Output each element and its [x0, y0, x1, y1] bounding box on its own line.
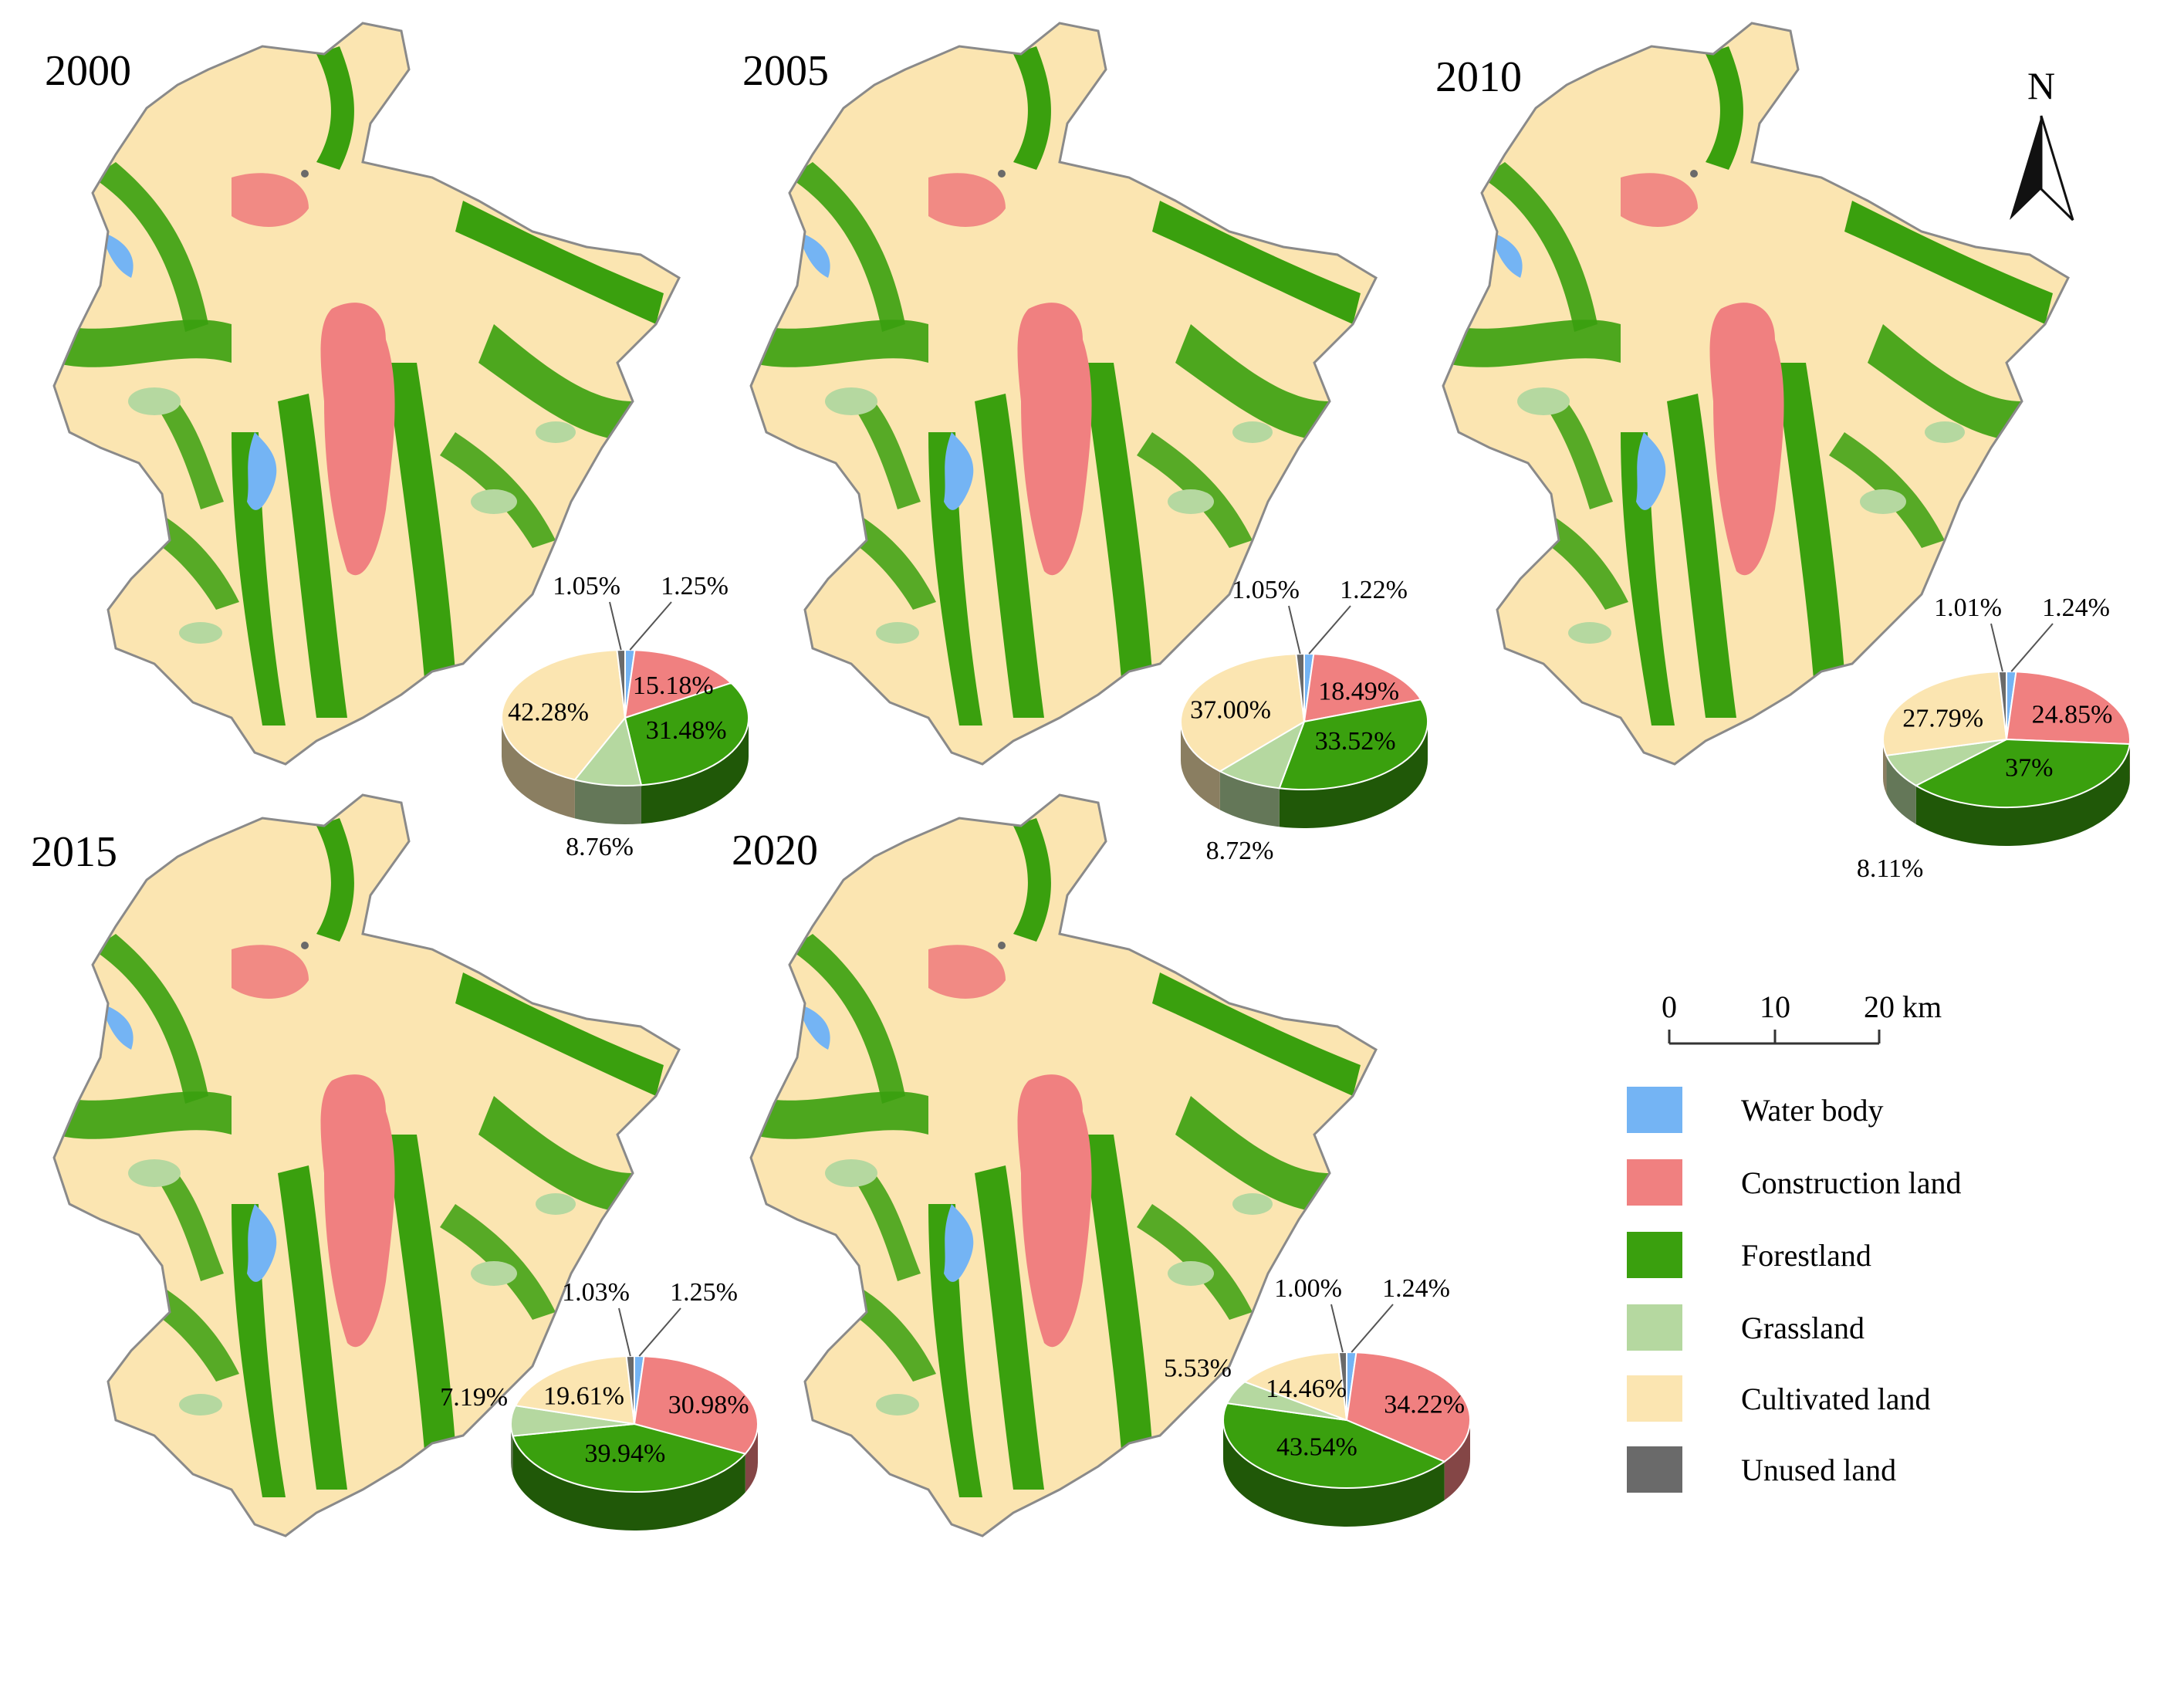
- pie-label-water: 1.24%: [2042, 594, 2110, 622]
- north-arrow-label: N: [2027, 64, 2055, 107]
- year-label-2020: 2020: [732, 827, 818, 874]
- legend-swatch-water: [1627, 1087, 1682, 1133]
- year-label-2000: 2000: [45, 47, 131, 95]
- pie-label-grass: 7.19%: [440, 1383, 508, 1412]
- pie-label-forest: 33.52%: [1315, 727, 1396, 756]
- pie-label-water: 1.25%: [661, 572, 729, 600]
- pie-side-grass: [575, 780, 641, 824]
- pie-label-cultivated: 19.61%: [543, 1382, 624, 1410]
- legend-label-unused: Unused land: [1741, 1453, 1896, 1487]
- pie-label-unused: 1.05%: [553, 572, 620, 600]
- pie-label-forest: 37%: [2005, 753, 2053, 782]
- pie-label-water: 1.25%: [670, 1278, 738, 1307]
- pie-label-grass: 8.72%: [1206, 837, 1274, 865]
- scale-label-10: 10: [1760, 989, 1790, 1024]
- pie-leader-unused: [1331, 1304, 1343, 1352]
- north-arrow-dark-half: [2010, 116, 2041, 220]
- pie-chart-2005: 1.22% 18.49% 33.52% 8.72% 37.00% 1.05%: [1181, 576, 1428, 865]
- pie-chart-2010: 1.24% 24.85% 37% 8.11% 27.79% 1.01%: [1857, 594, 2130, 883]
- land-use-map-2010: [1443, 23, 2068, 764]
- map-panel-2005: 2005: [742, 23, 1376, 764]
- legend-label-grass: Grassland: [1741, 1311, 1865, 1345]
- pie-label-construction: 18.49%: [1318, 678, 1399, 706]
- pie-label-forest: 31.48%: [646, 716, 727, 745]
- legend: Water body Construction land Forestland …: [1627, 1087, 1962, 1493]
- pie-leader-unused: [1289, 606, 1300, 654]
- legend-label-construction: Construction land: [1741, 1165, 1962, 1200]
- pie-leader-water: [639, 1308, 681, 1356]
- pie-label-cultivated: 14.46%: [1266, 1375, 1347, 1403]
- legend-swatch-construction: [1627, 1159, 1682, 1206]
- pie-label-water: 1.22%: [1340, 576, 1408, 604]
- north-arrow-light-half: [2041, 116, 2073, 220]
- pie-leader-water: [630, 602, 671, 650]
- pie-label-grass: 5.53%: [1164, 1355, 1232, 1383]
- pie-leader-unused: [1991, 624, 2003, 671]
- pie-label-construction: 34.22%: [1384, 1390, 1465, 1419]
- pie-label-unused: 1.05%: [1232, 576, 1300, 604]
- pie-label-construction: 30.98%: [668, 1391, 749, 1419]
- pie-label-forest: 43.54%: [1276, 1433, 1357, 1462]
- legend-swatch-cultivated: [1627, 1375, 1682, 1422]
- pie-label-cultivated: 27.79%: [1902, 704, 1983, 732]
- pie-leader-water: [1351, 1304, 1393, 1352]
- pie-label-grass: 8.76%: [566, 833, 634, 861]
- year-label-2005: 2005: [742, 47, 829, 95]
- map-panel-2010: 2010: [1435, 23, 2068, 764]
- legend-label-forest: Forestland: [1741, 1238, 1871, 1273]
- pie-leader-unused: [610, 602, 621, 650]
- pie-label-construction: 15.18%: [633, 671, 714, 700]
- pie-label-unused: 1.01%: [1934, 594, 2002, 622]
- scale-bar: 0 10 20 km: [1662, 989, 1942, 1043]
- pie-leader-water: [1309, 606, 1351, 654]
- pie-label-cultivated: 42.28%: [508, 698, 589, 726]
- pie-leader-water: [2011, 624, 2053, 671]
- pie-label-unused: 1.00%: [1274, 1274, 1342, 1303]
- pie-label-construction: 24.85%: [2032, 700, 2113, 729]
- pie-label-forest: 39.94%: [584, 1439, 665, 1468]
- legend-label-cultivated: Cultivated land: [1741, 1382, 1931, 1416]
- pie-label-grass: 8.11%: [1857, 854, 1924, 883]
- pie-leader-unused: [619, 1308, 631, 1356]
- land-use-map-2005: [751, 23, 1376, 764]
- scale-label-0: 0: [1662, 989, 1677, 1024]
- pie-label-cultivated: 37.00%: [1190, 696, 1271, 725]
- pie-label-unused: 1.03%: [562, 1278, 630, 1307]
- legend-swatch-unused: [1627, 1446, 1682, 1493]
- pie-chart-2000: 1.25% 15.18% 31.48% 8.76% 42.28% 1.05%: [502, 572, 749, 861]
- year-label-2010: 2010: [1435, 53, 1522, 101]
- legend-swatch-forest: [1627, 1232, 1682, 1278]
- pie-label-water: 1.24%: [1382, 1274, 1450, 1303]
- legend-label-water: Water body: [1741, 1093, 1884, 1128]
- legend-swatch-grass: [1627, 1304, 1682, 1351]
- north-arrow: N: [2010, 64, 2073, 220]
- year-label-2015: 2015: [31, 828, 117, 876]
- scale-label-20: 20 km: [1864, 989, 1942, 1024]
